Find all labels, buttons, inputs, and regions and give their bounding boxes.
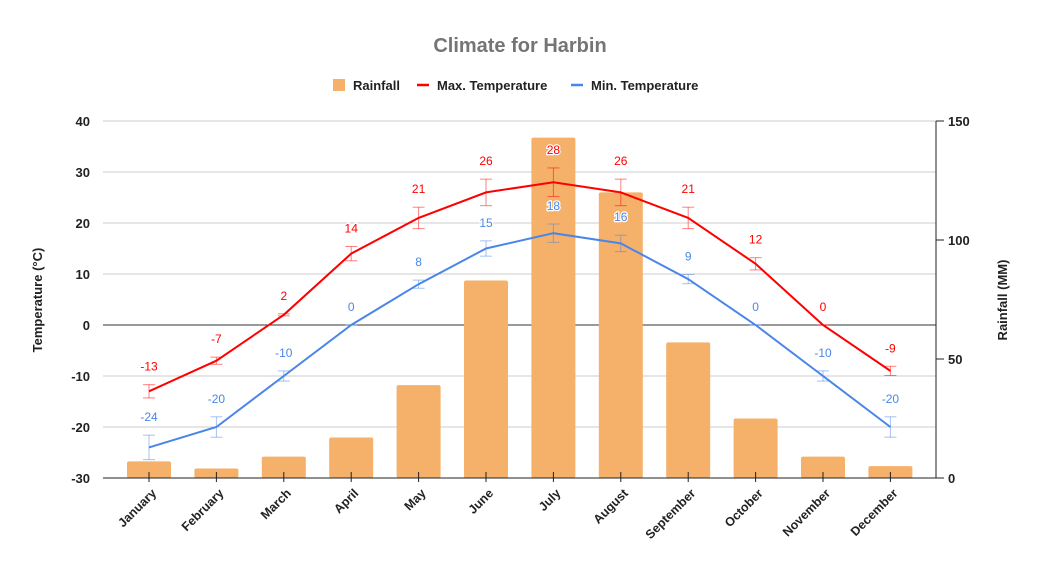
data-label: -7: [211, 332, 222, 346]
left-axis-title: Temperature (°C): [30, 248, 45, 353]
series-line: [148, 181, 891, 393]
rainfall-bar: [531, 137, 576, 478]
rainfall-bar: [261, 456, 306, 478]
x-tick-label: July: [536, 486, 564, 514]
data-label: 12: [749, 233, 763, 247]
legend-label: Min. Temperature: [591, 78, 698, 93]
data-label: 28: [547, 143, 561, 157]
right-tick-label: 150: [948, 114, 970, 129]
data-label: -9: [885, 341, 896, 355]
rainfall-bars: [127, 137, 913, 478]
right-tick-label: 0: [948, 471, 955, 486]
data-label: 16: [614, 210, 628, 224]
left-tick-label: 10: [76, 267, 90, 282]
data-label: 0: [752, 300, 759, 314]
data-label: 8: [415, 255, 422, 269]
data-label: 14: [345, 221, 359, 235]
right-tick-label: 50: [948, 352, 962, 367]
data-label: 26: [479, 154, 493, 168]
data-label: 2: [280, 289, 287, 303]
x-tick-label: December: [848, 486, 901, 539]
x-tick-label: October: [722, 486, 766, 530]
x-tick-label: August: [591, 486, 632, 527]
temperature-lines: -13 -7 2 14 21 26 28 26 21 12 0 -9 -24 -20 -10 0 8 15 18 16…: [139, 142, 901, 461]
legend: Rainfall Max. Temperature Min. Temperature: [333, 78, 698, 93]
data-label: -20: [208, 392, 226, 406]
data-label: 18: [547, 199, 561, 213]
legend-label: Rainfall: [353, 78, 400, 93]
gridlines: [103, 120, 936, 479]
legend-label: Max. Temperature: [437, 78, 547, 93]
x-tick-label: March: [258, 486, 294, 522]
data-label: 0: [820, 300, 827, 314]
rainfall-bar: [329, 437, 374, 478]
left-tick-label: -20: [71, 420, 90, 435]
data-label: 21: [682, 182, 696, 196]
rainfall-bar: [801, 456, 845, 478]
legend-swatch-bar: [333, 79, 345, 91]
right-axis-title: Rainfall (MM): [995, 260, 1010, 341]
left-tick-label: 0: [83, 318, 90, 333]
data-label: 15: [479, 216, 493, 230]
rainfall-bar: [666, 342, 711, 478]
rainfall-bar: [396, 385, 441, 478]
right-tick-label: 100: [948, 233, 970, 248]
rainfall-bar: [127, 461, 171, 478]
rainfall-bar: [733, 418, 778, 478]
left-tick-label: -10: [71, 369, 90, 384]
x-tick-label: September: [643, 486, 699, 542]
series-min-temperature: -24 -20 -10 0 8 15 18 16 9 0 -10 -20: [139, 198, 901, 461]
rainfall-bar: [598, 192, 643, 478]
data-label: -20: [882, 392, 900, 406]
x-tick-label: April: [331, 486, 361, 516]
data-label: -24: [140, 410, 158, 424]
x-tick-label: June: [466, 486, 497, 517]
data-label: 26: [614, 154, 628, 168]
left-tick-label: 30: [76, 165, 90, 180]
rainfall-bar: [464, 280, 508, 478]
x-tick-label: February: [179, 486, 227, 534]
series-line: [148, 232, 892, 449]
data-label: 0: [348, 300, 355, 314]
chart-title: Climate for Harbin: [433, 35, 606, 57]
series-max-temperature: -13 -7 2 14 21 26 28 26 21 12 0 -9: [139, 142, 897, 399]
left-tick-label: 40: [76, 114, 90, 129]
left-tick-label: 20: [76, 216, 90, 231]
data-label: -10: [814, 346, 832, 360]
data-label: 9: [685, 250, 692, 264]
x-tick-label: May: [402, 486, 429, 513]
data-label: 21: [412, 182, 426, 196]
data-label: -10: [275, 346, 293, 360]
x-tick-label: January: [115, 486, 159, 530]
left-tick-label: -30: [71, 471, 90, 486]
x-tick-label: November: [780, 486, 833, 539]
data-label: -13: [140, 360, 158, 374]
